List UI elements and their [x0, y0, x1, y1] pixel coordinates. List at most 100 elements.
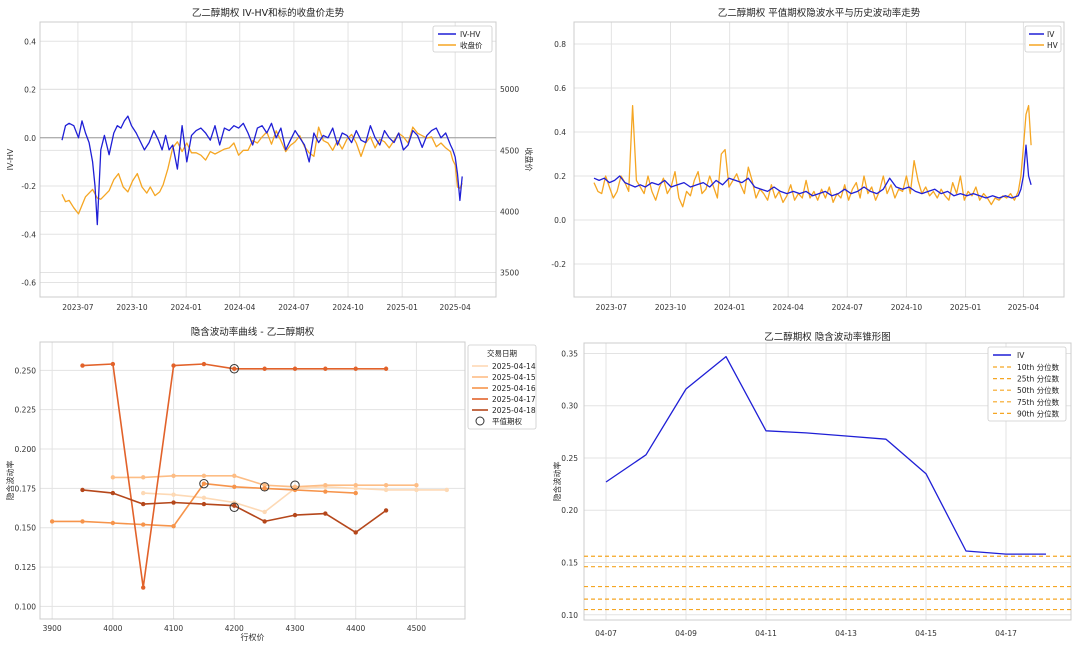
br-x-tick-label: 04-07: [595, 629, 617, 638]
tr-x-tick-label: 2024-04: [772, 303, 804, 312]
tr-x-tick-label: 2024-10: [891, 303, 923, 312]
bl-atm-marker: [290, 480, 300, 490]
bl-chart-title: 隐含波动率曲线 - 乙二醇期权: [191, 326, 315, 338]
tl-y-left-tick-label: 0.4: [24, 37, 36, 46]
br-x-tick-label: 04-11: [755, 629, 777, 638]
bl-series-point: [353, 483, 358, 488]
bl-series-point: [292, 366, 298, 371]
br-y-tick-label: 0.25: [561, 454, 578, 463]
bl-y-tick-label: 0.100: [15, 602, 37, 611]
bl-series-point: [171, 500, 176, 505]
bl-legend-label: 2025-04-14: [492, 362, 536, 371]
tr-y-tick-label: -0.2: [551, 260, 566, 269]
bl-atm-marker: [259, 482, 270, 492]
bl-series-point: [383, 487, 389, 493]
tl-y-right-tick-label: 4000: [500, 207, 519, 216]
bl-series-point: [141, 490, 146, 496]
tl-x-tick-label: 2025-04: [439, 303, 471, 312]
tr-x-tick-label: 2025-01: [950, 303, 982, 312]
br-legend-percentile-label: 90th 分位数: [1017, 408, 1060, 418]
bl-series-point: [141, 475, 146, 480]
bl-series-point: [110, 475, 116, 480]
bl-series-point: [414, 487, 419, 493]
bl-series-point: [80, 487, 85, 493]
bl-series-point: [201, 361, 207, 367]
tl-iv-hv-line: [61, 115, 463, 226]
bl-x-tick-label: 4000: [103, 624, 122, 633]
bl-series-point: [141, 522, 146, 527]
br-legend-percentile-label: 25th 分位数: [1017, 374, 1060, 384]
bl-series-point: [201, 481, 207, 486]
bl-y-axis-label: 隐含波动率: [5, 461, 15, 501]
bl-series-point: [353, 530, 358, 535]
br-y-tick-label: 0.35: [561, 349, 578, 358]
bl-y-tick-label: 0.175: [15, 484, 37, 493]
bl-series-point: [353, 486, 358, 491]
tr-hv-line: [593, 104, 1032, 208]
bl-series-point: [232, 503, 237, 508]
bl-series-point: [110, 520, 116, 526]
br-y-tick-label: 0.10: [561, 611, 578, 620]
bl-series-point: [323, 366, 328, 371]
tr-x-tick-label: 2024-01: [714, 303, 746, 312]
bl-plot-frame: [39, 341, 466, 620]
tl-y-left-tick-label: 0.2: [24, 86, 36, 95]
bl-x-tick-label: 4100: [164, 624, 183, 633]
tl-legend-iv-hv-label: IV-HV: [460, 30, 481, 39]
bl-x-tick-label: 4300: [285, 624, 304, 633]
bl-series-point: [171, 523, 176, 529]
bl-series-point: [232, 366, 237, 371]
bl-legend-label: 2025-04-16: [492, 384, 536, 393]
tr-y-tick-label: 0.4: [554, 128, 566, 137]
bl-series-point: [292, 487, 298, 493]
br-y-axis-label: 隐含波动率: [552, 462, 562, 502]
bl-series-point: [383, 366, 389, 371]
tl-y-right-label: 收盘价: [524, 148, 534, 172]
bl-series-point: [110, 361, 116, 367]
br-x-tick-label: 04-15: [915, 629, 937, 638]
tl-x-tick-label: 2023-10: [116, 303, 148, 312]
br-y-tick-label: 0.20: [561, 506, 578, 515]
bl-series-point: [262, 519, 267, 524]
bl-x-tick-label: 4500: [407, 624, 426, 633]
tl-close-price-line: [61, 126, 463, 215]
tl-x-tick-label: 2024-07: [278, 303, 310, 312]
br-plot-frame: [583, 342, 1072, 621]
tl-y-left-label: IV-HV: [6, 148, 15, 170]
bl-series-point: [262, 366, 267, 371]
br-chart-title: 乙二醇期权 隐含波动率锥形图: [764, 331, 891, 343]
bl-atm-marker: [229, 364, 239, 374]
bl-series-point: [383, 508, 389, 513]
bl-y-tick-label: 0.150: [15, 524, 37, 533]
bl-series-point: [80, 363, 85, 368]
bl-x-axis-label: 行权价: [241, 632, 265, 642]
tl-y-left-tick-label: -0.4: [21, 230, 36, 239]
tl-plot-frame: [39, 21, 497, 298]
bl-legend-atm-swatch: [475, 416, 485, 426]
tl-x-tick-label: 2024-10: [332, 303, 364, 312]
tr-x-tick-label: 2023-07: [596, 303, 628, 312]
bl-atm-marker: [199, 478, 209, 489]
bl-y-tick-label: 0.200: [15, 445, 37, 454]
tl-y-right-tick-label: 3500: [500, 269, 519, 278]
br-x-tick-label: 04-09: [675, 629, 697, 638]
tl-y-right-tick-label: 4500: [500, 146, 519, 155]
br-legend-percentile-label: 50th 分位数: [1017, 385, 1060, 395]
bl-x-tick-label: 4200: [225, 624, 244, 633]
br-iv-line: [605, 355, 1046, 555]
tl-legend-close-label: 收盘价: [460, 40, 483, 50]
tr-chart-title: 乙二醇期权 平值期权隐波水平与历史波动率走势: [718, 7, 921, 19]
bl-x-tick-label: 3900: [43, 624, 62, 633]
bl-series-point: [171, 363, 176, 368]
bl-series-point: [323, 483, 328, 488]
bl-series-point: [232, 484, 237, 489]
tl-y-left-tick-label: -0.6: [21, 279, 36, 288]
bl-series-point: [110, 490, 116, 496]
tl-x-tick-label: 2024-01: [171, 303, 203, 312]
bl-series-point: [80, 519, 85, 524]
br-legend-percentile-label: 75th 分位数: [1017, 397, 1060, 407]
tr-plot-frame: [573, 21, 1065, 298]
tr-y-tick-label: 0.2: [554, 172, 566, 181]
